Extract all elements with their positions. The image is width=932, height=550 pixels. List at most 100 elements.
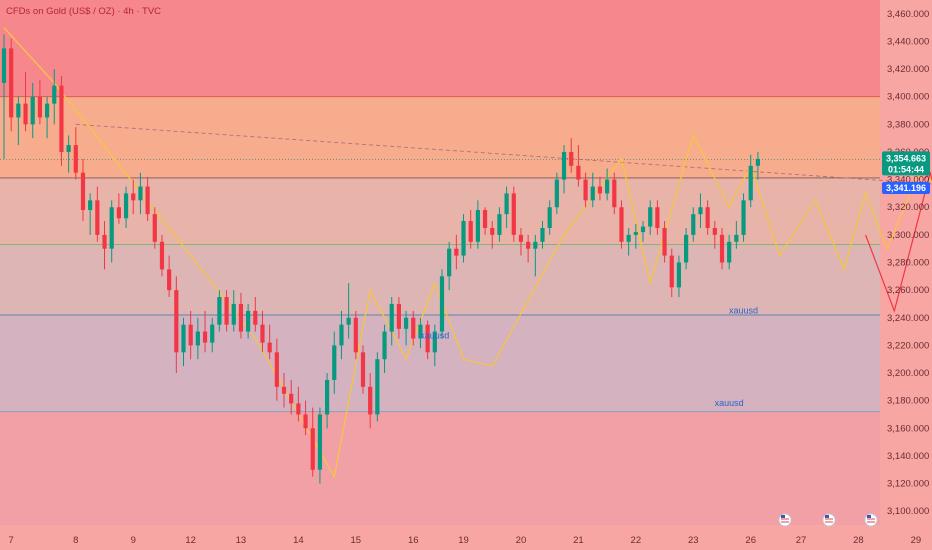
candle-body	[403, 317, 409, 329]
candle-body	[303, 414, 308, 429]
candle-body	[109, 207, 114, 249]
x-tick-label: 12	[185, 535, 196, 546]
x-tick-label: 20	[516, 535, 527, 546]
candle-body	[526, 241, 531, 249]
candle-body	[734, 234, 739, 242]
candle-body	[44, 103, 50, 118]
trendline	[75, 123, 932, 185]
candle-body	[253, 310, 258, 325]
candle-body	[346, 317, 351, 325]
y-tick-label: 3,460.000	[887, 9, 929, 20]
candle-body	[605, 179, 610, 194]
x-tick-label: 13	[236, 535, 247, 546]
candle-body	[640, 226, 646, 233]
y-tick-label: 3,120.000	[887, 479, 929, 490]
x-tick-label: 8	[73, 535, 78, 546]
x-tick-label: 15	[351, 535, 362, 546]
time-axis-bg	[0, 525, 932, 550]
y-tick-label: 3,380.000	[887, 119, 929, 130]
candle-body	[80, 172, 86, 210]
candle-body	[88, 200, 93, 210]
x-tick-label: 27	[796, 535, 807, 546]
candle-body	[296, 403, 301, 415]
candle-body	[23, 103, 28, 125]
candle-body	[719, 234, 725, 263]
candle-body	[310, 428, 315, 470]
chart-title: CFDs on Gold (US$ / OZ) · 4h · TVC	[6, 6, 161, 17]
candle-body	[188, 324, 193, 346]
candle-body	[260, 324, 265, 343]
candle-body	[468, 221, 473, 242]
candle-body	[231, 303, 236, 325]
y-tick-label: 3,200.000	[887, 368, 929, 379]
candle-body	[461, 221, 466, 256]
candle-body	[554, 179, 559, 208]
countdown-label: 01:54:44	[888, 164, 924, 174]
candle-body	[561, 151, 567, 180]
candle-body	[138, 186, 143, 201]
candle-body	[533, 241, 538, 249]
candle-body	[705, 207, 710, 228]
price-zone	[0, 411, 880, 525]
candle-body	[626, 234, 631, 242]
price-zone	[0, 0, 880, 97]
candle-body	[360, 352, 366, 387]
y-tick-label: 3,220.000	[887, 340, 929, 351]
y-tick-label: 3,100.000	[887, 506, 929, 517]
candles-layer	[1, 34, 760, 484]
candle-body	[755, 158, 760, 166]
candle-body	[382, 331, 387, 360]
candle-body	[181, 324, 186, 353]
candle-body	[131, 193, 136, 201]
candle-body	[152, 214, 157, 242]
x-tick-label: 29	[911, 535, 922, 546]
x-tick-label: 28	[853, 535, 864, 546]
candle-body	[612, 179, 617, 208]
candle-body	[317, 414, 323, 470]
candle-body	[540, 227, 545, 242]
candle-body	[174, 290, 179, 353]
y-tick-label: 3,140.000	[887, 451, 929, 462]
candle-body	[9, 48, 14, 118]
y-tick-label: 3,280.000	[887, 258, 929, 269]
candle-body	[518, 234, 524, 242]
candle-body	[59, 85, 64, 152]
y-tick-label: 3,320.000	[887, 202, 929, 213]
candle-body	[547, 207, 552, 228]
y-tick-label: 3,340.000	[887, 175, 929, 186]
candle-body	[684, 234, 689, 263]
candle-body	[590, 186, 595, 201]
candle-body	[238, 303, 244, 332]
candle-body	[210, 324, 215, 343]
candle-body	[16, 103, 21, 118]
candle-body	[30, 96, 35, 125]
zone-label: xauusd	[420, 330, 449, 340]
y-tick-label: 3,420.000	[887, 64, 929, 75]
labels-layer: xauusd xauusd xauusd	[420, 306, 758, 409]
price-zone	[0, 177, 880, 245]
y-tick-label: 3,400.000	[887, 92, 929, 103]
y-tick-label: 3,300.000	[887, 230, 929, 241]
y-tick-label: 3,260.000	[887, 285, 929, 296]
candle-body	[37, 96, 42, 118]
candle-body	[432, 331, 437, 353]
x-tick-label: 19	[458, 535, 469, 546]
candle-body	[396, 303, 401, 329]
y-tick-label: 3,180.000	[887, 396, 929, 407]
candle-body	[339, 324, 344, 346]
candle-body	[159, 241, 165, 270]
candle-body	[597, 186, 603, 194]
candle-body	[482, 210, 488, 228]
candle-body	[325, 379, 330, 415]
us-flag-icon	[867, 515, 871, 518]
level-price-label: 3,341.196	[886, 183, 926, 193]
candle-body	[648, 207, 653, 227]
candle-body	[497, 214, 502, 235]
y-tick-label: 3,160.000	[887, 423, 929, 434]
candle-body	[95, 200, 100, 235]
candle-body	[66, 145, 71, 152]
candle-body	[691, 214, 696, 235]
